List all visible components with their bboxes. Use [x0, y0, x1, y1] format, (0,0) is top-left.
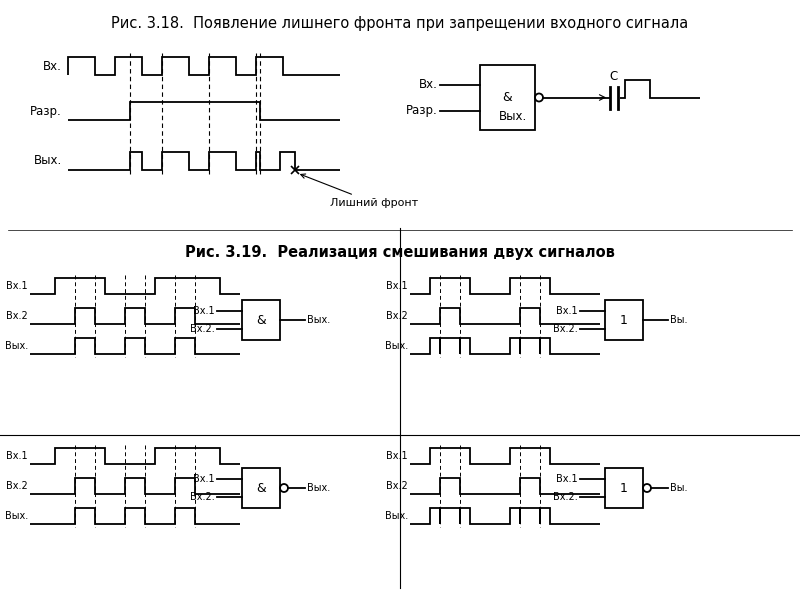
Text: Вх.1: Вх.1	[6, 281, 28, 291]
Text: Вх.1: Вх.1	[386, 281, 408, 291]
Text: Вых.: Вых.	[34, 154, 62, 167]
Text: &: &	[256, 481, 266, 494]
Text: Вых.: Вых.	[307, 315, 330, 325]
Text: 1: 1	[620, 481, 628, 494]
Text: Вх.2: Вх.2	[386, 311, 408, 321]
Text: Вх.2.: Вх.2.	[190, 324, 215, 334]
Text: Вх.2: Вх.2	[386, 481, 408, 491]
Bar	[242, 300, 280, 340]
Text: 1: 1	[620, 313, 628, 326]
Text: Рис. 3.19.  Реализация смешивания двух сигналов: Рис. 3.19. Реализация смешивания двух си…	[185, 245, 615, 260]
Text: Вх.2.: Вх.2.	[190, 492, 215, 502]
Text: Вх.2: Вх.2	[6, 311, 28, 321]
Text: Вх.1: Вх.1	[556, 306, 578, 316]
Bar	[605, 300, 643, 340]
Text: Вх.2.: Вх.2.	[554, 492, 578, 502]
Text: &: &	[502, 91, 512, 104]
Text: Вых.: Вых.	[5, 341, 28, 351]
Text: Вх.1: Вх.1	[6, 451, 28, 461]
Bar	[242, 468, 280, 508]
Text: Вх.: Вх.	[419, 78, 438, 91]
Text: Вх.: Вх.	[43, 59, 62, 73]
Bar	[480, 65, 535, 130]
Text: Рис. 3.18.  Появление лишнего фронта при запрещении входного сигнала: Рис. 3.18. Появление лишнего фронта при …	[111, 16, 689, 31]
Text: Лишний фронт: Лишний фронт	[301, 174, 418, 208]
Text: Вых.: Вых.	[498, 109, 526, 122]
Text: &: &	[256, 313, 266, 326]
Text: Разр.: Разр.	[30, 104, 62, 118]
Text: Вых.: Вых.	[385, 341, 408, 351]
Bar	[605, 468, 643, 508]
Text: С: С	[610, 70, 618, 82]
Text: Вы.: Вы.	[670, 483, 687, 493]
Text: Вх.1: Вх.1	[556, 474, 578, 484]
Text: Вых.: Вых.	[307, 483, 330, 493]
Text: Вх.1: Вх.1	[194, 474, 215, 484]
Text: Вых.: Вых.	[385, 511, 408, 521]
Text: Вы.: Вы.	[670, 315, 687, 325]
Text: Вх.2: Вх.2	[6, 481, 28, 491]
Text: Вх.1: Вх.1	[386, 451, 408, 461]
Text: Разр.: Разр.	[406, 104, 438, 117]
Text: Вых.: Вых.	[5, 511, 28, 521]
Text: Вх.2.: Вх.2.	[554, 324, 578, 334]
Text: Вх.1: Вх.1	[194, 306, 215, 316]
